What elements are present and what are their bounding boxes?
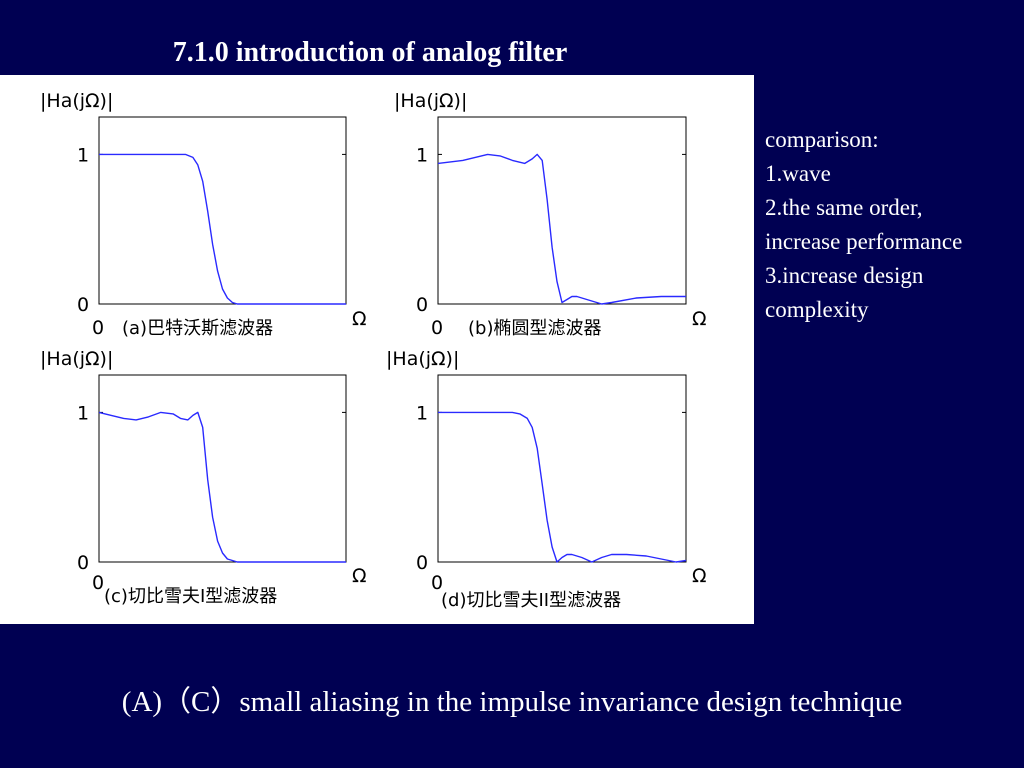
y-tick-label: 1	[416, 144, 428, 166]
y-tick-label: 0	[77, 552, 89, 574]
x-tick-label: 0	[92, 572, 104, 594]
y-tick-label: 1	[77, 144, 89, 166]
x-axis-label: Ω	[692, 308, 707, 330]
plot-title: |Ha(jΩ)|	[40, 348, 113, 370]
comparison-line-heading: comparison:	[765, 127, 879, 152]
comparison-notes: comparison: 1.wave 2.the same order, inc…	[765, 123, 1020, 327]
plot-title: |Ha(jΩ)|	[40, 90, 113, 112]
filter-plot-4: 1 00 |Ha(jΩ)| Ω (d)切比雪夫II型滤波器	[386, 348, 707, 611]
magnitude-curve	[438, 411, 687, 563]
y-tick-label: 0	[416, 552, 428, 574]
comparison-line-performance: increase performance	[765, 229, 963, 254]
filter-plot-1: 1 00 |Ha(jΩ)| Ω (a)巴特沃斯滤波器	[40, 90, 367, 339]
slide-footer: (A)（C）small aliasing in the impulse inva…	[121, 686, 903, 718]
magnitude-curve	[99, 153, 346, 305]
plot-frame	[437, 374, 687, 563]
x-tick-label: 0	[92, 317, 104, 339]
plot-caption: (b)椭圆型滤波器	[468, 318, 601, 339]
magnitude-curve	[437, 153, 686, 305]
filter-plots-svg: 100|Ha(jΩ)|Ω(a)巴特沃斯滤波器100|Ha(jΩ)|Ω(b)椭圆型…	[40, 90, 707, 611]
x-axis-label: Ω	[692, 565, 707, 587]
magnitude-curve	[98, 411, 346, 563]
y-tick-label: 1	[416, 402, 428, 424]
filter-plot-3: 1 00 |Ha(jΩ)| Ω (c)切比雪夫I型滤波器	[40, 348, 367, 607]
filter-plot-2: 1 00 |Ha(jΩ)| Ω (b)椭圆型滤波器	[394, 90, 707, 339]
plot-frame	[98, 374, 347, 563]
comparison-line-wave: 1.wave	[765, 161, 831, 186]
y-tick-label: 1	[77, 402, 89, 424]
plot-title: |Ha(jΩ)|	[386, 348, 459, 370]
filter-comparison-figure: 1 0 0 |Ha(jΩ)| Ω (a)巴特沃斯滤波器 1 0 0 |Ha(jΩ)| Ω (b)椭圆型…	[0, 75, 754, 624]
plot-title: |Ha(jΩ)|	[394, 90, 467, 112]
plot-caption: (d)切比雪夫II型滤波器	[441, 590, 621, 611]
comparison-line-design: 3.increase design	[765, 263, 924, 288]
x-axis-label: Ω	[352, 308, 367, 330]
x-tick-label: 0	[431, 572, 443, 594]
slide-title: 7.1.0 introduction of analog filter	[172, 37, 568, 68]
x-axis-label: Ω	[352, 565, 367, 587]
comparison-line-order: 2.the same order,	[765, 195, 923, 220]
x-tick-label: 0	[431, 317, 443, 339]
plot-frame	[98, 116, 347, 305]
plot-caption: (a)巴特沃斯滤波器	[122, 318, 273, 339]
comparison-line-complexity: complexity	[765, 297, 869, 322]
plot-caption: (c)切比雪夫I型滤波器	[104, 586, 277, 607]
y-tick-label: 0	[416, 294, 428, 316]
y-tick-label: 0	[77, 294, 89, 316]
plot-frame	[437, 116, 687, 305]
